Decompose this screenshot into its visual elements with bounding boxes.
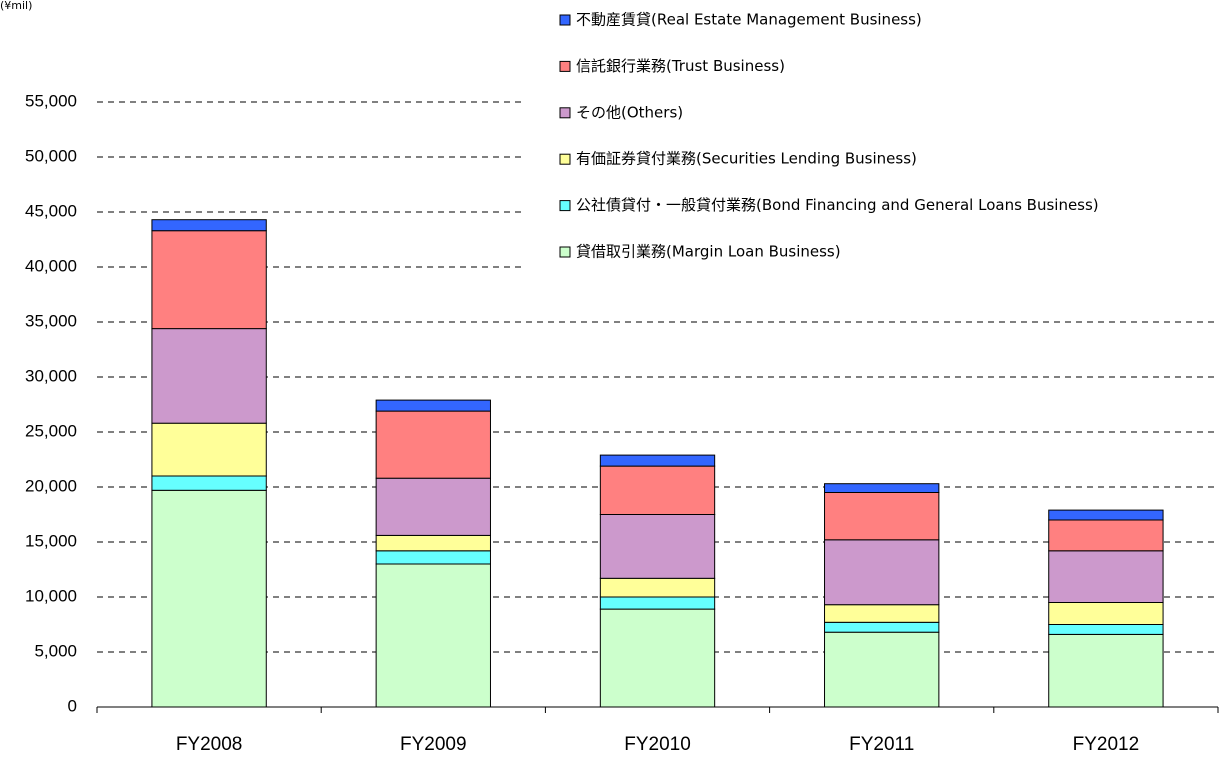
legend-label: その他(Others) xyxy=(576,103,683,121)
y-tick-label: 50,000 xyxy=(25,146,77,165)
x-tick-label: FY2008 xyxy=(176,734,243,755)
bar-segment xyxy=(824,604,940,623)
legend-label: 信託銀行業務(Trust Business) xyxy=(576,57,785,75)
y-tick-label: 45,000 xyxy=(25,201,77,220)
bar-segment xyxy=(375,550,491,565)
y-tick-label: 30,000 xyxy=(25,366,77,385)
bar-segment xyxy=(1048,633,1164,708)
bar-segment xyxy=(151,489,267,708)
bar-segment xyxy=(151,219,267,232)
bar-segment xyxy=(375,563,491,708)
x-tick-label: FY2012 xyxy=(1073,734,1140,755)
x-tick-label: FY2009 xyxy=(400,734,467,755)
bar-segment xyxy=(1048,624,1164,635)
legend-swatch xyxy=(559,14,571,26)
bar-segment xyxy=(824,483,940,494)
bar-segment xyxy=(375,477,491,536)
bar-segment xyxy=(1048,550,1164,603)
bar-segment xyxy=(375,534,491,552)
bar-segment xyxy=(599,454,716,467)
bar-segment xyxy=(151,475,267,491)
bar-segment xyxy=(375,399,491,412)
bar-segment xyxy=(375,410,491,479)
bar-segment xyxy=(1048,602,1164,625)
legend-swatch xyxy=(559,153,571,165)
legend-label: 有価証券貸付業務(Securities Lending Business) xyxy=(576,150,917,168)
legend-label: 不動産賃貸(Real Estate Management Business) xyxy=(576,11,922,29)
y-tick-label: 40,000 xyxy=(25,256,77,275)
bar-segment xyxy=(151,328,267,424)
bar-segment xyxy=(599,596,716,610)
legend-swatch xyxy=(559,200,571,212)
bar-segment xyxy=(824,631,940,708)
y-tick-label: 25,000 xyxy=(25,421,77,440)
y-tick-label: 5,000 xyxy=(34,641,77,660)
bar-segment xyxy=(151,230,267,330)
legend-background xyxy=(522,0,1229,285)
bar-segment xyxy=(824,621,940,633)
legend-label: 公社債貸付・一般貸付業務(Bond Financing and General … xyxy=(576,196,1099,214)
legend-swatch xyxy=(559,246,571,258)
bar-segment xyxy=(824,492,940,541)
bar-segment xyxy=(1048,519,1164,552)
y-tick-label: 55,000 xyxy=(25,91,77,110)
bar-segment xyxy=(599,577,716,598)
bar-segment xyxy=(599,465,716,516)
bar-segment xyxy=(824,539,940,606)
bar-segment xyxy=(599,608,716,708)
legend-swatch xyxy=(559,107,571,119)
bar-segment xyxy=(151,422,267,477)
y-tick-label: 20,000 xyxy=(25,476,77,495)
x-tick-label: FY2010 xyxy=(624,734,691,755)
y-tick-label: 0 xyxy=(68,696,77,715)
legend-label: 貸借取引業務(Margin Loan Business) xyxy=(576,243,841,261)
y-tick-label: 15,000 xyxy=(25,531,77,550)
unit-label: (¥mil) xyxy=(0,0,32,12)
bar-segment xyxy=(599,514,716,579)
y-tick-label: 10,000 xyxy=(25,586,77,605)
bar-segment xyxy=(1048,509,1164,521)
legend-swatch xyxy=(559,60,571,72)
x-tick-label: FY2011 xyxy=(849,734,914,755)
y-tick-label: 35,000 xyxy=(25,311,77,330)
